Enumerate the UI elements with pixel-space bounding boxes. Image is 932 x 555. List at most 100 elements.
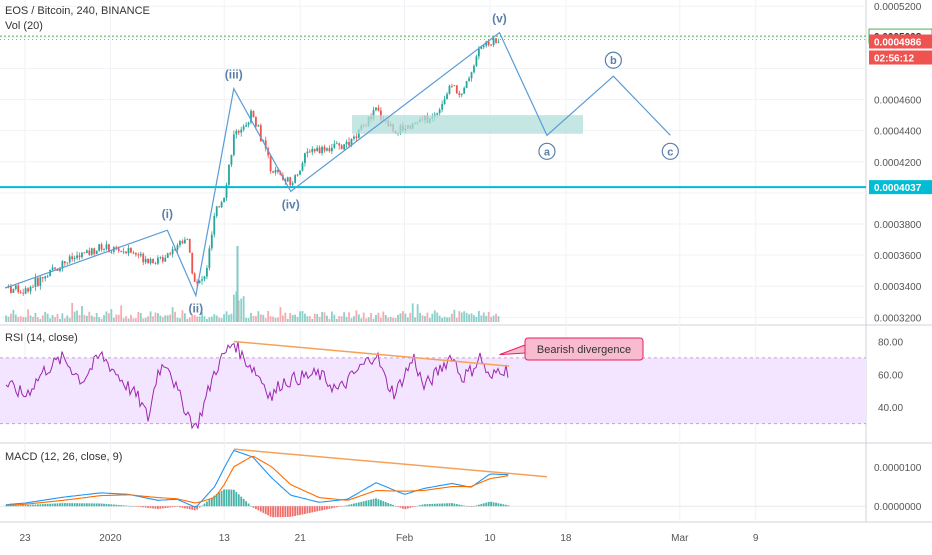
volume-bar bbox=[419, 312, 421, 322]
candle-body bbox=[44, 276, 47, 279]
volume-bar bbox=[321, 311, 323, 322]
volume-bar bbox=[46, 313, 49, 322]
candle-body bbox=[27, 288, 29, 292]
wave-label: (i) bbox=[162, 207, 173, 221]
volume-bar bbox=[289, 312, 292, 322]
macd-histogram-bar bbox=[392, 504, 395, 507]
candle-body bbox=[470, 72, 473, 79]
volume-bar bbox=[132, 318, 135, 322]
candle-body bbox=[304, 153, 306, 164]
volume-bar bbox=[183, 313, 186, 322]
macd-histogram-bar bbox=[340, 506, 343, 507]
rsi-tick-label: 80.00 bbox=[878, 337, 903, 348]
annotation-pointer bbox=[499, 344, 526, 356]
volume-bar bbox=[367, 317, 370, 322]
macd-histogram-bar bbox=[157, 506, 159, 509]
macd-histogram-bar bbox=[490, 501, 493, 507]
macd-histogram-bar bbox=[473, 506, 475, 507]
macd-histogram-bar bbox=[468, 506, 470, 507]
volume-bar bbox=[179, 318, 181, 322]
macd-histogram-bar bbox=[176, 506, 179, 507]
volume-bar bbox=[470, 313, 473, 322]
candle-body bbox=[29, 286, 32, 292]
candle-body bbox=[76, 255, 78, 259]
candle-body bbox=[24, 288, 27, 294]
candle-body bbox=[460, 93, 463, 96]
volume-bar bbox=[235, 291, 238, 322]
y-tick-label: 0.0003200 bbox=[874, 313, 922, 324]
candle-body bbox=[120, 250, 123, 252]
volume-bar bbox=[76, 310, 78, 322]
volume-bar bbox=[10, 313, 12, 322]
macd-histogram-bar bbox=[132, 506, 135, 507]
volume-bar bbox=[245, 317, 248, 322]
candle-body bbox=[299, 170, 301, 175]
macd-histogram-bar bbox=[455, 504, 458, 507]
candle-body bbox=[343, 144, 346, 150]
candle-body bbox=[183, 239, 186, 244]
macd-histogram-bar bbox=[110, 504, 113, 507]
volume-bar bbox=[335, 318, 338, 322]
candle-body bbox=[14, 285, 17, 290]
candle-body bbox=[164, 257, 167, 262]
macd-histogram-bar bbox=[419, 505, 421, 507]
volume-bar bbox=[51, 315, 54, 322]
macd-histogram-bar bbox=[279, 506, 282, 518]
volume-bar bbox=[492, 315, 495, 322]
candle-body bbox=[201, 279, 203, 281]
volume-bar bbox=[14, 314, 17, 322]
volume-bar bbox=[139, 312, 142, 322]
macd-histogram-bar bbox=[365, 500, 368, 507]
x-tick-label: 9 bbox=[753, 533, 759, 544]
volume-bar bbox=[451, 313, 453, 322]
macd-histogram-bar bbox=[306, 506, 309, 514]
macd-histogram-bar bbox=[34, 504, 37, 507]
macd-histogram-bar bbox=[465, 506, 468, 507]
macd-histogram-bar bbox=[304, 506, 306, 514]
macd-histogram-bar bbox=[441, 503, 444, 507]
candle-body bbox=[103, 249, 105, 250]
candle-body bbox=[377, 107, 380, 111]
volume-bar bbox=[24, 317, 27, 322]
candle-body bbox=[174, 249, 176, 251]
volume-bar bbox=[61, 313, 64, 322]
candle-body bbox=[134, 252, 137, 255]
volume-bar bbox=[416, 304, 419, 322]
macd-histogram-bar bbox=[14, 505, 17, 507]
volume-bar bbox=[377, 312, 380, 322]
macd-histogram-bar bbox=[242, 498, 245, 507]
candle-body bbox=[34, 277, 37, 287]
volume-bar bbox=[27, 309, 29, 322]
volume-bar bbox=[473, 315, 475, 322]
candle-body bbox=[463, 87, 466, 94]
macd-histogram-bar bbox=[191, 506, 194, 510]
candle-body bbox=[495, 38, 497, 43]
volume-bar bbox=[455, 317, 458, 322]
macd-histogram-bar bbox=[159, 506, 162, 509]
macd-histogram-bar bbox=[215, 494, 218, 507]
macd-histogram-bar bbox=[370, 499, 372, 507]
volume-bar bbox=[41, 315, 44, 322]
macd-histogram-bar bbox=[228, 489, 230, 507]
volume-bar bbox=[127, 318, 130, 322]
volume-bar bbox=[482, 312, 485, 322]
volume-bar bbox=[122, 318, 125, 322]
volume-bar bbox=[323, 312, 326, 322]
volume-bar bbox=[232, 294, 235, 322]
macd-histogram-bar bbox=[125, 505, 127, 507]
candle-body bbox=[152, 258, 154, 264]
candle-body bbox=[19, 292, 22, 294]
volume-bar bbox=[22, 317, 25, 322]
candle-body bbox=[485, 41, 488, 46]
candle-body bbox=[147, 258, 150, 264]
candle-body bbox=[122, 251, 125, 253]
macd-histogram-bar bbox=[188, 506, 191, 510]
macd-histogram-bar bbox=[88, 503, 91, 507]
candle-body bbox=[208, 248, 211, 268]
volume-bar bbox=[443, 316, 446, 322]
candle-body bbox=[465, 81, 468, 88]
volume-bar bbox=[299, 311, 301, 322]
volume-bar bbox=[220, 318, 223, 322]
